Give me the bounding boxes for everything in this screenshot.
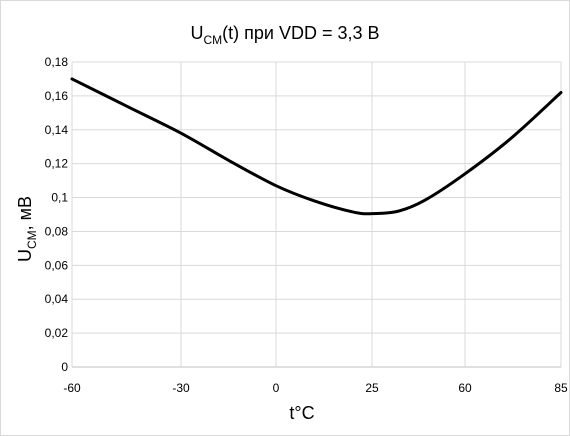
y-tick-label: 0,16 — [45, 89, 69, 103]
series-line — [70, 77, 563, 216]
x-axis-title: t°C — [289, 403, 314, 423]
y-tick-label: 0,02 — [45, 326, 69, 340]
chart-title: UCM(t) при VDD = 3,3 В — [190, 23, 379, 47]
x-tick-label: -30 — [172, 381, 190, 395]
y-tick-label: 0,06 — [45, 258, 69, 272]
ylabel-rest: , мВ — [15, 196, 35, 230]
x-tick-label: -60 — [63, 381, 81, 395]
y-tick-label: 0,04 — [45, 292, 69, 306]
x-tick-label: 60 — [458, 381, 472, 395]
x-tick-label: 25 — [365, 381, 379, 395]
y-tick-label: 0,14 — [45, 123, 69, 137]
x-tick-label: 0 — [273, 381, 280, 395]
y-tick-label: 0,18 — [45, 55, 69, 69]
y-tick-label: 0 — [61, 360, 68, 374]
ylabel-main: U — [15, 249, 35, 262]
series-layer — [70, 77, 563, 216]
title-main: U — [190, 23, 203, 43]
y-axis-title: UCM, мВ — [15, 196, 39, 262]
y-tick-label: 0,08 — [45, 224, 69, 238]
y-tick-label: 0,1 — [51, 191, 68, 205]
x-axis-ticks: -60 -30 0 25 60 85 — [63, 381, 568, 395]
ylabel-subscript: CM — [25, 230, 39, 249]
title-subscript: CM — [203, 33, 222, 47]
title-rest: (t) при VDD = 3,3 В — [222, 23, 379, 43]
grid-lines — [71, 61, 562, 368]
y-tick-label: 0,12 — [45, 157, 69, 171]
y-axis-ticks: 0 0,02 0,04 0,06 0,08 0,1 0,12 0,14 0,16 0,18 — [45, 55, 69, 374]
x-tick-label: 85 — [554, 381, 568, 395]
